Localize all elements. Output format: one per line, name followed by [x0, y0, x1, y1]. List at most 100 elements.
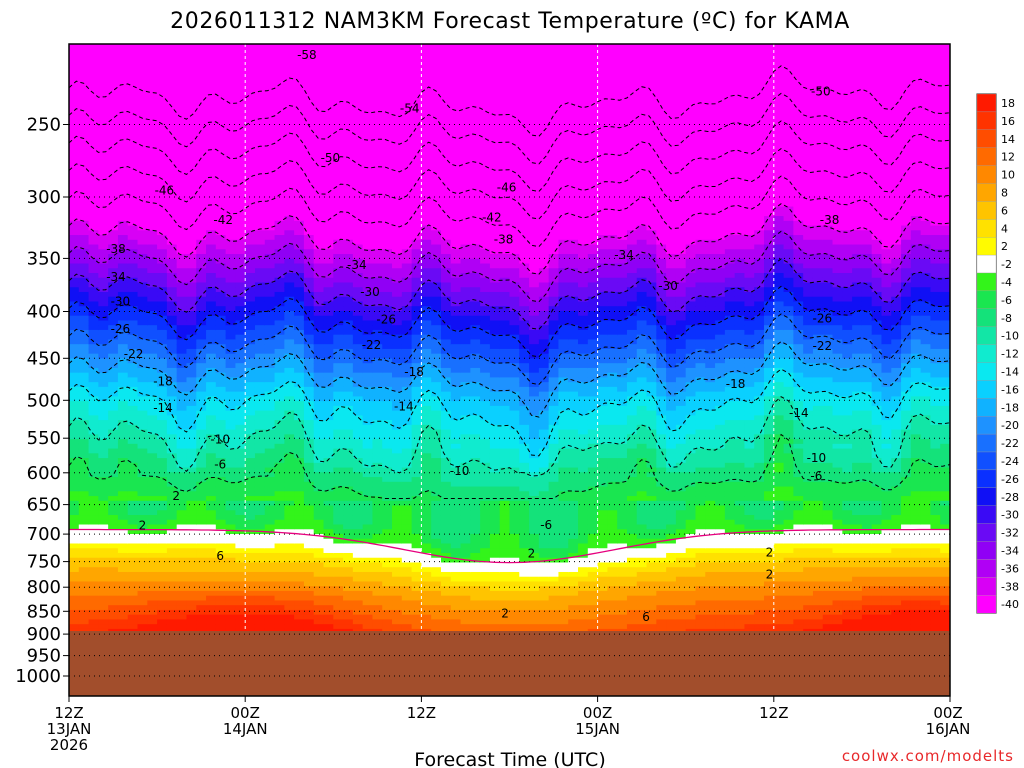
temperature-cell [450, 87, 462, 94]
temperature-cell [108, 263, 119, 269]
temperature-cell [254, 477, 266, 483]
temperature-cell [215, 154, 227, 160]
temperature-cell [137, 363, 148, 369]
temperature-cell [264, 125, 276, 132]
temperature-cell [108, 571, 119, 578]
temperature-cell [186, 325, 197, 331]
temperature-cell [401, 87, 413, 94]
temperature-cell [284, 562, 295, 568]
temperature-cell [157, 586, 168, 592]
temperature-cell [343, 135, 354, 141]
temperature-cell [333, 581, 344, 587]
temperature-cell [313, 486, 325, 492]
temperature-cell [411, 505, 422, 511]
temperature-cell [352, 624, 364, 630]
temperature-cell [392, 538, 403, 545]
temperature-cell [421, 534, 432, 540]
temperature-cell [411, 462, 422, 469]
temperature-cell [117, 420, 129, 426]
temperature-cell [401, 45, 413, 51]
temperature-cell [401, 434, 413, 440]
temperature-cell [294, 424, 305, 431]
temperature-cell [421, 296, 432, 303]
temperature-cell [411, 92, 422, 99]
temperature-cell [108, 377, 119, 383]
temperature-cell [137, 339, 148, 345]
temperature-cell [98, 87, 109, 94]
temperature-cell [440, 486, 452, 492]
temperature-cell [323, 296, 334, 303]
temperature-cell [440, 410, 452, 416]
temperature-cell [431, 45, 442, 51]
temperature-cell [264, 439, 276, 445]
temperature-cell [98, 609, 109, 616]
temperature-cell [176, 458, 188, 464]
temperature-cell [440, 125, 452, 132]
temperature-cell [88, 624, 99, 630]
temperature-cell [264, 534, 276, 540]
temperature-cell [147, 83, 158, 89]
temperature-cell [284, 182, 295, 189]
temperature-cell [382, 434, 393, 440]
temperature-cell [401, 458, 413, 464]
temperature-cell [176, 386, 188, 393]
temperature-cell [157, 367, 168, 374]
temperature-cell [284, 420, 295, 426]
temperature-cell [284, 59, 295, 65]
temperature-cell [274, 230, 285, 236]
temperature-cell [157, 339, 168, 345]
temperature-cell [440, 273, 452, 279]
temperature-cell [78, 329, 90, 336]
temperature-cell [431, 235, 442, 241]
temperature-cell [117, 529, 129, 535]
temperature-cell [108, 500, 119, 507]
temperature-cell [157, 439, 168, 445]
temperature-cell [88, 472, 99, 478]
temperature-cell [117, 600, 129, 606]
temperature-cell [274, 306, 285, 312]
temperature-cell [88, 405, 99, 412]
temperature-cell [392, 306, 403, 312]
temperature-cell [362, 106, 374, 113]
temperature-cell [225, 458, 237, 464]
temperature-cell [196, 220, 207, 227]
temperature-cell [323, 353, 334, 360]
temperature-cell [323, 149, 334, 155]
temperature-cell [254, 159, 266, 165]
temperature-cell [333, 301, 344, 307]
temperature-cell [294, 372, 305, 379]
temperature-cell [235, 477, 246, 483]
temperature-cell [421, 149, 432, 155]
temperature-cell [352, 144, 364, 151]
temperature-cell [186, 130, 197, 136]
temperature-cell [108, 344, 119, 350]
temperature-cell [235, 500, 246, 507]
temperature-cell [440, 116, 452, 122]
temperature-cell [245, 92, 256, 99]
temperature-cell [411, 45, 422, 51]
temperature-cell [206, 353, 217, 360]
temperature-cell [392, 173, 403, 179]
temperature-cell [235, 111, 246, 118]
temperature-cell [401, 301, 413, 307]
temperature-cell [206, 168, 217, 174]
temperature-cell [362, 173, 374, 179]
temperature-cell [362, 249, 374, 255]
temperature-cell [352, 434, 364, 440]
temperature-cell [431, 168, 442, 174]
temperature-cell [196, 424, 207, 431]
temperature-cell [303, 291, 315, 298]
temperature-cell [235, 249, 246, 255]
temperature-cell [196, 306, 207, 312]
temperature-cell [352, 254, 364, 260]
temperature-cell [274, 467, 285, 473]
temperature-cell [313, 159, 325, 165]
temperature-cell [401, 562, 413, 568]
temperature-cell [284, 605, 295, 611]
temperature-cell [440, 187, 452, 193]
temperature-cell [196, 154, 207, 160]
temperature-cell [343, 149, 354, 155]
temperature-cell [431, 173, 442, 179]
temperature-cell [254, 197, 266, 203]
temperature-cell [215, 258, 227, 265]
